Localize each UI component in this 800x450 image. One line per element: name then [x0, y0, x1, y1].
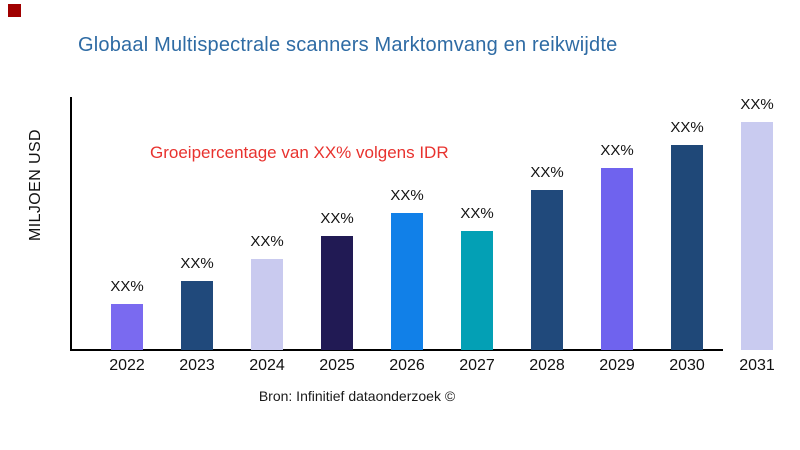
source-text: Bron: Infinitief dataonderzoek © [258, 388, 456, 404]
bar-value-label-2030: XX% [670, 119, 704, 136]
y-axis-label: MILJOEN USD [27, 129, 44, 241]
x-tick-2024: 2024 [249, 357, 285, 374]
bar-2024 [251, 259, 283, 350]
bar-value-label-2025: XX% [320, 210, 354, 227]
x-tick-2027: 2027 [459, 357, 495, 374]
bar-2028 [531, 190, 563, 350]
x-axis-line [70, 349, 723, 351]
bar-2031 [741, 122, 773, 350]
bar-value-label-2024: XX% [250, 233, 284, 250]
x-tick-2022: 2022 [109, 357, 145, 374]
bar-value-label-2022: XX% [110, 278, 144, 295]
x-tick-2029: 2029 [599, 357, 635, 374]
bar-2023 [181, 281, 213, 350]
bar-value-label-2023: XX% [180, 255, 214, 272]
x-tick-2028: 2028 [529, 357, 565, 374]
x-tick-2026: 2026 [389, 357, 425, 374]
x-tick-2031: 2031 [739, 357, 775, 374]
bar-value-label-2026: XX% [390, 187, 424, 204]
y-axis-line [70, 97, 72, 351]
bar-value-label-2031: XX% [740, 96, 774, 113]
x-tick-2030: 2030 [669, 357, 705, 374]
bar-value-label-2027: XX% [460, 205, 494, 222]
bar-value-label-2028: XX% [530, 164, 564, 181]
x-tick-2023: 2023 [179, 357, 215, 374]
bar-2029 [601, 168, 633, 350]
bar-2026 [391, 213, 423, 350]
bar-2022 [111, 304, 143, 350]
logo-mark [8, 4, 21, 17]
bar-value-label-2029: XX% [600, 142, 634, 159]
bar-2027 [461, 231, 493, 350]
growth-annotation: Groeipercentage van XX% volgens IDR [150, 143, 449, 162]
chart-title: Globaal Multispectrale scanners Marktomv… [78, 34, 618, 56]
bar-2025 [321, 236, 353, 350]
x-tick-2025: 2025 [319, 357, 355, 374]
bar-2030 [671, 145, 703, 350]
